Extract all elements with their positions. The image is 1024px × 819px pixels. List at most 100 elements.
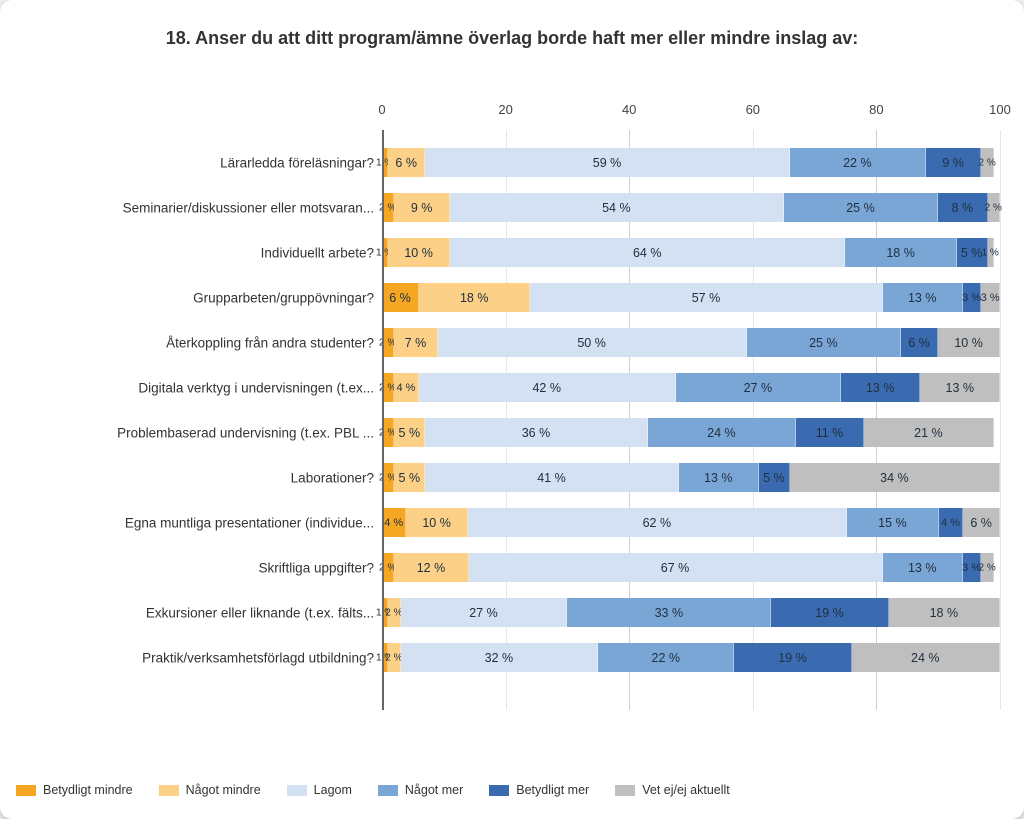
bar-segment-label: 19 %: [778, 651, 807, 665]
bar-segment-label: 9 %: [411, 201, 433, 215]
bar-segment-label: 33 %: [655, 606, 684, 620]
legend-item: Något mer: [378, 783, 463, 797]
bar-segment: 24 %: [648, 418, 796, 447]
legend-swatch: [16, 785, 36, 796]
bar-segment: 42 %: [419, 373, 676, 402]
bar-segment: 57 %: [530, 283, 882, 312]
chart-row: Laborationer?2 %5 %41 %13 %5 %34 %: [382, 455, 1000, 500]
x-tick-label: 60: [746, 102, 760, 117]
bar-segment-label: 6 %: [395, 156, 417, 170]
stacked-bar: 1 %2 %27 %33 %19 %18 %: [382, 598, 1000, 627]
chart-plot-area: 020406080100Lärarledda föreläsningar?1 %…: [382, 130, 1000, 710]
bar-segment-label: 27 %: [469, 606, 498, 620]
x-tick-label: 40: [622, 102, 636, 117]
bar-segment: 22 %: [790, 148, 926, 177]
stacked-bar: 6 %18 %57 %13 %3 %3 %: [382, 283, 1000, 312]
bar-segment-label: 10 %: [422, 516, 451, 530]
stacked-bar: 2 %5 %36 %24 %11 %21 %: [382, 418, 1000, 447]
bar-segment-label: 41 %: [537, 471, 566, 485]
bar-segment: 27 %: [676, 373, 841, 402]
bar-segment: 25 %: [747, 328, 902, 357]
bar-segment: 4 %: [939, 508, 963, 537]
bar-segment: 36 %: [425, 418, 647, 447]
bar-segment: 10 %: [938, 328, 1000, 357]
stacked-bar: 2 %4 %42 %27 %13 %13 %: [382, 373, 1000, 402]
bar-segment: 18 %: [419, 283, 530, 312]
bar-segment-label: 22 %: [843, 156, 872, 170]
x-axis-baseline: [382, 130, 384, 710]
bar-segment-label: 10 %: [404, 246, 433, 260]
legend-swatch: [159, 785, 179, 796]
bar-segment: 9 %: [926, 148, 982, 177]
row-label: Exkursioner eller liknande (t.ex. fälts.…: [14, 605, 374, 620]
bar-segment-label: 25 %: [846, 201, 875, 215]
bar-segment-label: 24 %: [707, 426, 736, 440]
bar-segment-label: 3 %: [962, 562, 981, 574]
chart-row: Seminarier/diskussioner eller motsvaran.…: [382, 185, 1000, 230]
bar-segment: 32 %: [401, 643, 599, 672]
chart-row: Egna muntliga presentationer (individue.…: [382, 500, 1000, 545]
bar-segment: 59 %: [425, 148, 790, 177]
chart-row: Grupparbeten/gruppövningar?6 %18 %57 %13…: [382, 275, 1000, 320]
bar-segment: 41 %: [425, 463, 678, 492]
bar-segment: 6 %: [963, 508, 1000, 537]
bar-segment-label: 15 %: [878, 516, 907, 530]
bar-segment: 3 %: [981, 283, 1000, 312]
bar-segment: 62 %: [468, 508, 847, 537]
row-label: Praktik/verksamhetsförlagd utbildning?: [14, 650, 374, 665]
bar-segment: 5 %: [394, 463, 425, 492]
bar-segment-label: 36 %: [522, 426, 551, 440]
bar-segment: 33 %: [567, 598, 771, 627]
bar-segment-label: 7 %: [405, 336, 427, 350]
bar-segment: 4 %: [394, 373, 418, 402]
bar-segment: 18 %: [845, 238, 956, 267]
bar-segment-label: 6 %: [908, 336, 930, 350]
bar-segment: 10 %: [406, 508, 467, 537]
bar-segment-label: 13 %: [704, 471, 733, 485]
bar-segment-label: 18 %: [930, 606, 959, 620]
bar-segment-label: 19 %: [815, 606, 844, 620]
chart-row: Lärarledda föreläsningar?1 %6 %59 %22 %9…: [382, 140, 1000, 185]
stacked-bar: 2 %5 %41 %13 %5 %34 %: [382, 463, 1000, 492]
bar-segment-label: 5 %: [763, 471, 785, 485]
bar-segment-label: 59 %: [593, 156, 622, 170]
bar-segment-label: 2 %: [978, 562, 995, 573]
bar-segment-label: 27 %: [744, 381, 773, 395]
bar-segment-label: 64 %: [633, 246, 662, 260]
bar-segment: 7 %: [394, 328, 437, 357]
legend-swatch: [378, 785, 398, 796]
bar-segment-label: 9 %: [942, 156, 964, 170]
bar-segment: 13 %: [883, 283, 963, 312]
row-label: Lärarledda föreläsningar?: [14, 155, 374, 170]
row-label: Laborationer?: [14, 470, 374, 485]
legend-label: Vet ej/ej aktuellt: [642, 783, 730, 797]
bar-segment-label: 25 %: [809, 336, 838, 350]
bar-segment: 13 %: [920, 373, 1000, 402]
bar-segment: 21 %: [864, 418, 994, 447]
bar-segment-label: 42 %: [532, 381, 561, 395]
legend-item: Något mindre: [159, 783, 261, 797]
bar-segment-label: 13 %: [908, 561, 937, 575]
bar-segment-label: 54 %: [602, 201, 631, 215]
x-tick-label: 20: [498, 102, 512, 117]
legend-swatch: [489, 785, 509, 796]
legend-label: Betydligt mindre: [43, 783, 133, 797]
survey-chart-card: 18. Anser du att ditt program/ämne överl…: [0, 0, 1024, 819]
chart-row: Återkoppling från andra studenter?2 %7 %…: [382, 320, 1000, 365]
bar-segment-label: 8 %: [952, 201, 974, 215]
bar-segment-label: 18 %: [886, 246, 915, 260]
bar-segment: 6 %: [901, 328, 938, 357]
stacked-bar: 2 %7 %50 %25 %6 %10 %: [382, 328, 1000, 357]
bar-segment-label: 34 %: [880, 471, 909, 485]
bar-segment: 27 %: [401, 598, 568, 627]
row-label: Individuellt arbete?: [14, 245, 374, 260]
legend-item: Lagom: [287, 783, 352, 797]
row-label: Återkoppling från andra studenter?: [14, 335, 374, 350]
bar-segment: 2 %: [981, 148, 993, 177]
bar-segment-label: 57 %: [692, 291, 721, 305]
row-label: Grupparbeten/gruppövningar?: [14, 290, 374, 305]
bar-segment: 3 %: [963, 283, 982, 312]
stacked-bar: 4 %10 %62 %15 %4 %6 %: [382, 508, 1000, 537]
stacked-bar: 2 %9 %54 %25 %8 %2 %: [382, 193, 1000, 222]
bar-segment: 19 %: [734, 643, 851, 672]
